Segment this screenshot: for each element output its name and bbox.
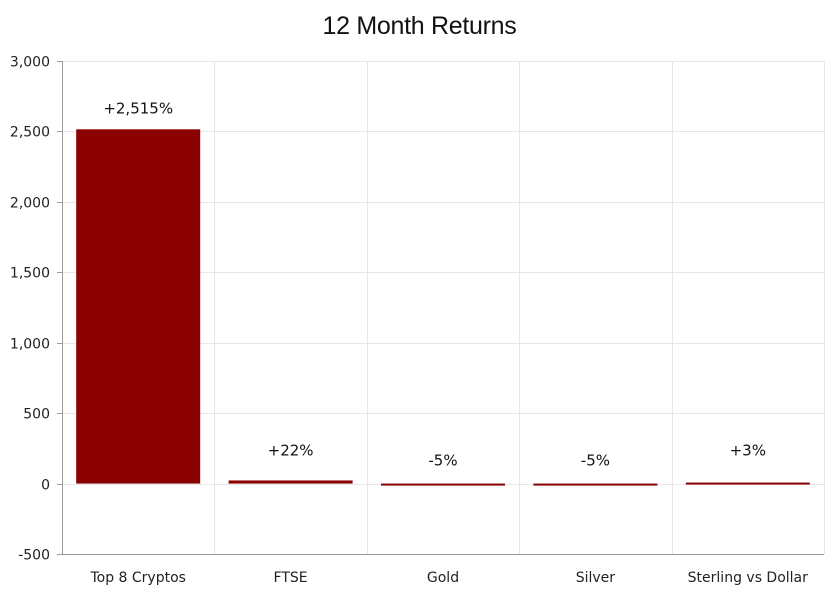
x-tick-label: Gold <box>427 570 459 586</box>
y-tick-label: 1,500 <box>10 266 50 282</box>
data-label: -5% <box>428 452 457 470</box>
data-label: +22% <box>268 442 314 460</box>
bar <box>76 129 201 484</box>
axes <box>57 61 824 555</box>
y-tick-label: -500 <box>18 548 50 564</box>
chart-title: 12 Month Returns <box>322 12 517 40</box>
x-tick-label: Silver <box>576 570 616 586</box>
y-tick-label: 2,000 <box>10 196 50 212</box>
data-labels: +2,515% +22% -5% -5% +3% <box>103 99 766 469</box>
data-label: +2,515% <box>103 99 173 117</box>
x-tick-label: FTSE <box>274 570 308 586</box>
y-tick-label: 0 <box>41 478 50 494</box>
y-tick-labels: -500 0 500 1,000 1,500 2,000 2,500 3,000 <box>10 55 50 564</box>
y-tick-label: 3,000 <box>10 55 50 71</box>
x-tick-label: Top 8 Cryptos <box>89 570 185 586</box>
data-label: +3% <box>730 442 766 460</box>
bar <box>533 483 658 486</box>
data-label: -5% <box>581 452 610 470</box>
y-tick-label: 500 <box>23 407 50 423</box>
bar <box>228 480 353 484</box>
x-tick-labels: Top 8 Cryptos FTSE Gold Silver Sterling vs D… <box>89 570 808 586</box>
bar <box>685 482 810 485</box>
y-tick-label: 1,000 <box>10 337 50 353</box>
bar <box>381 483 505 486</box>
x-tick-label: Sterling vs Dollar <box>688 570 808 586</box>
bars <box>76 129 810 486</box>
y-tick-label: 2,500 <box>10 125 50 141</box>
